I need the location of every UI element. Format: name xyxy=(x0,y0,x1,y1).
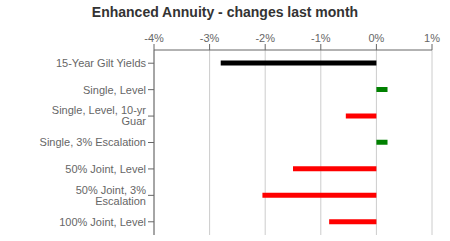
svg-text:-2%: -2% xyxy=(255,32,275,44)
svg-text:-1%: -1% xyxy=(311,32,331,44)
svg-text:50% Joint, Level: 50% Joint, Level xyxy=(65,163,146,175)
svg-text:-3%: -3% xyxy=(200,32,220,44)
svg-text:Single, 3% Escalation: Single, 3% Escalation xyxy=(40,136,146,148)
svg-text:1%: 1% xyxy=(424,32,440,44)
svg-text:Single, Level, 10-yrGuar: Single, Level, 10-yrGuar xyxy=(52,104,146,127)
svg-text:50% Joint, 3%Escalation: 50% Joint, 3%Escalation xyxy=(76,184,147,207)
html-text:Enhanced Annuity - changes las: Enhanced Annuity - changes last month xyxy=(91,4,359,20)
svg-text:-4%: -4% xyxy=(144,32,164,44)
svg-text:15-Year Gilt Yields: 15-Year Gilt Yields xyxy=(56,57,147,69)
svg-text:Single, Level: Single, Level xyxy=(83,84,146,96)
svg-text:100% Joint, Level: 100% Joint, Level xyxy=(59,216,146,228)
svg-text:0%: 0% xyxy=(368,32,384,44)
